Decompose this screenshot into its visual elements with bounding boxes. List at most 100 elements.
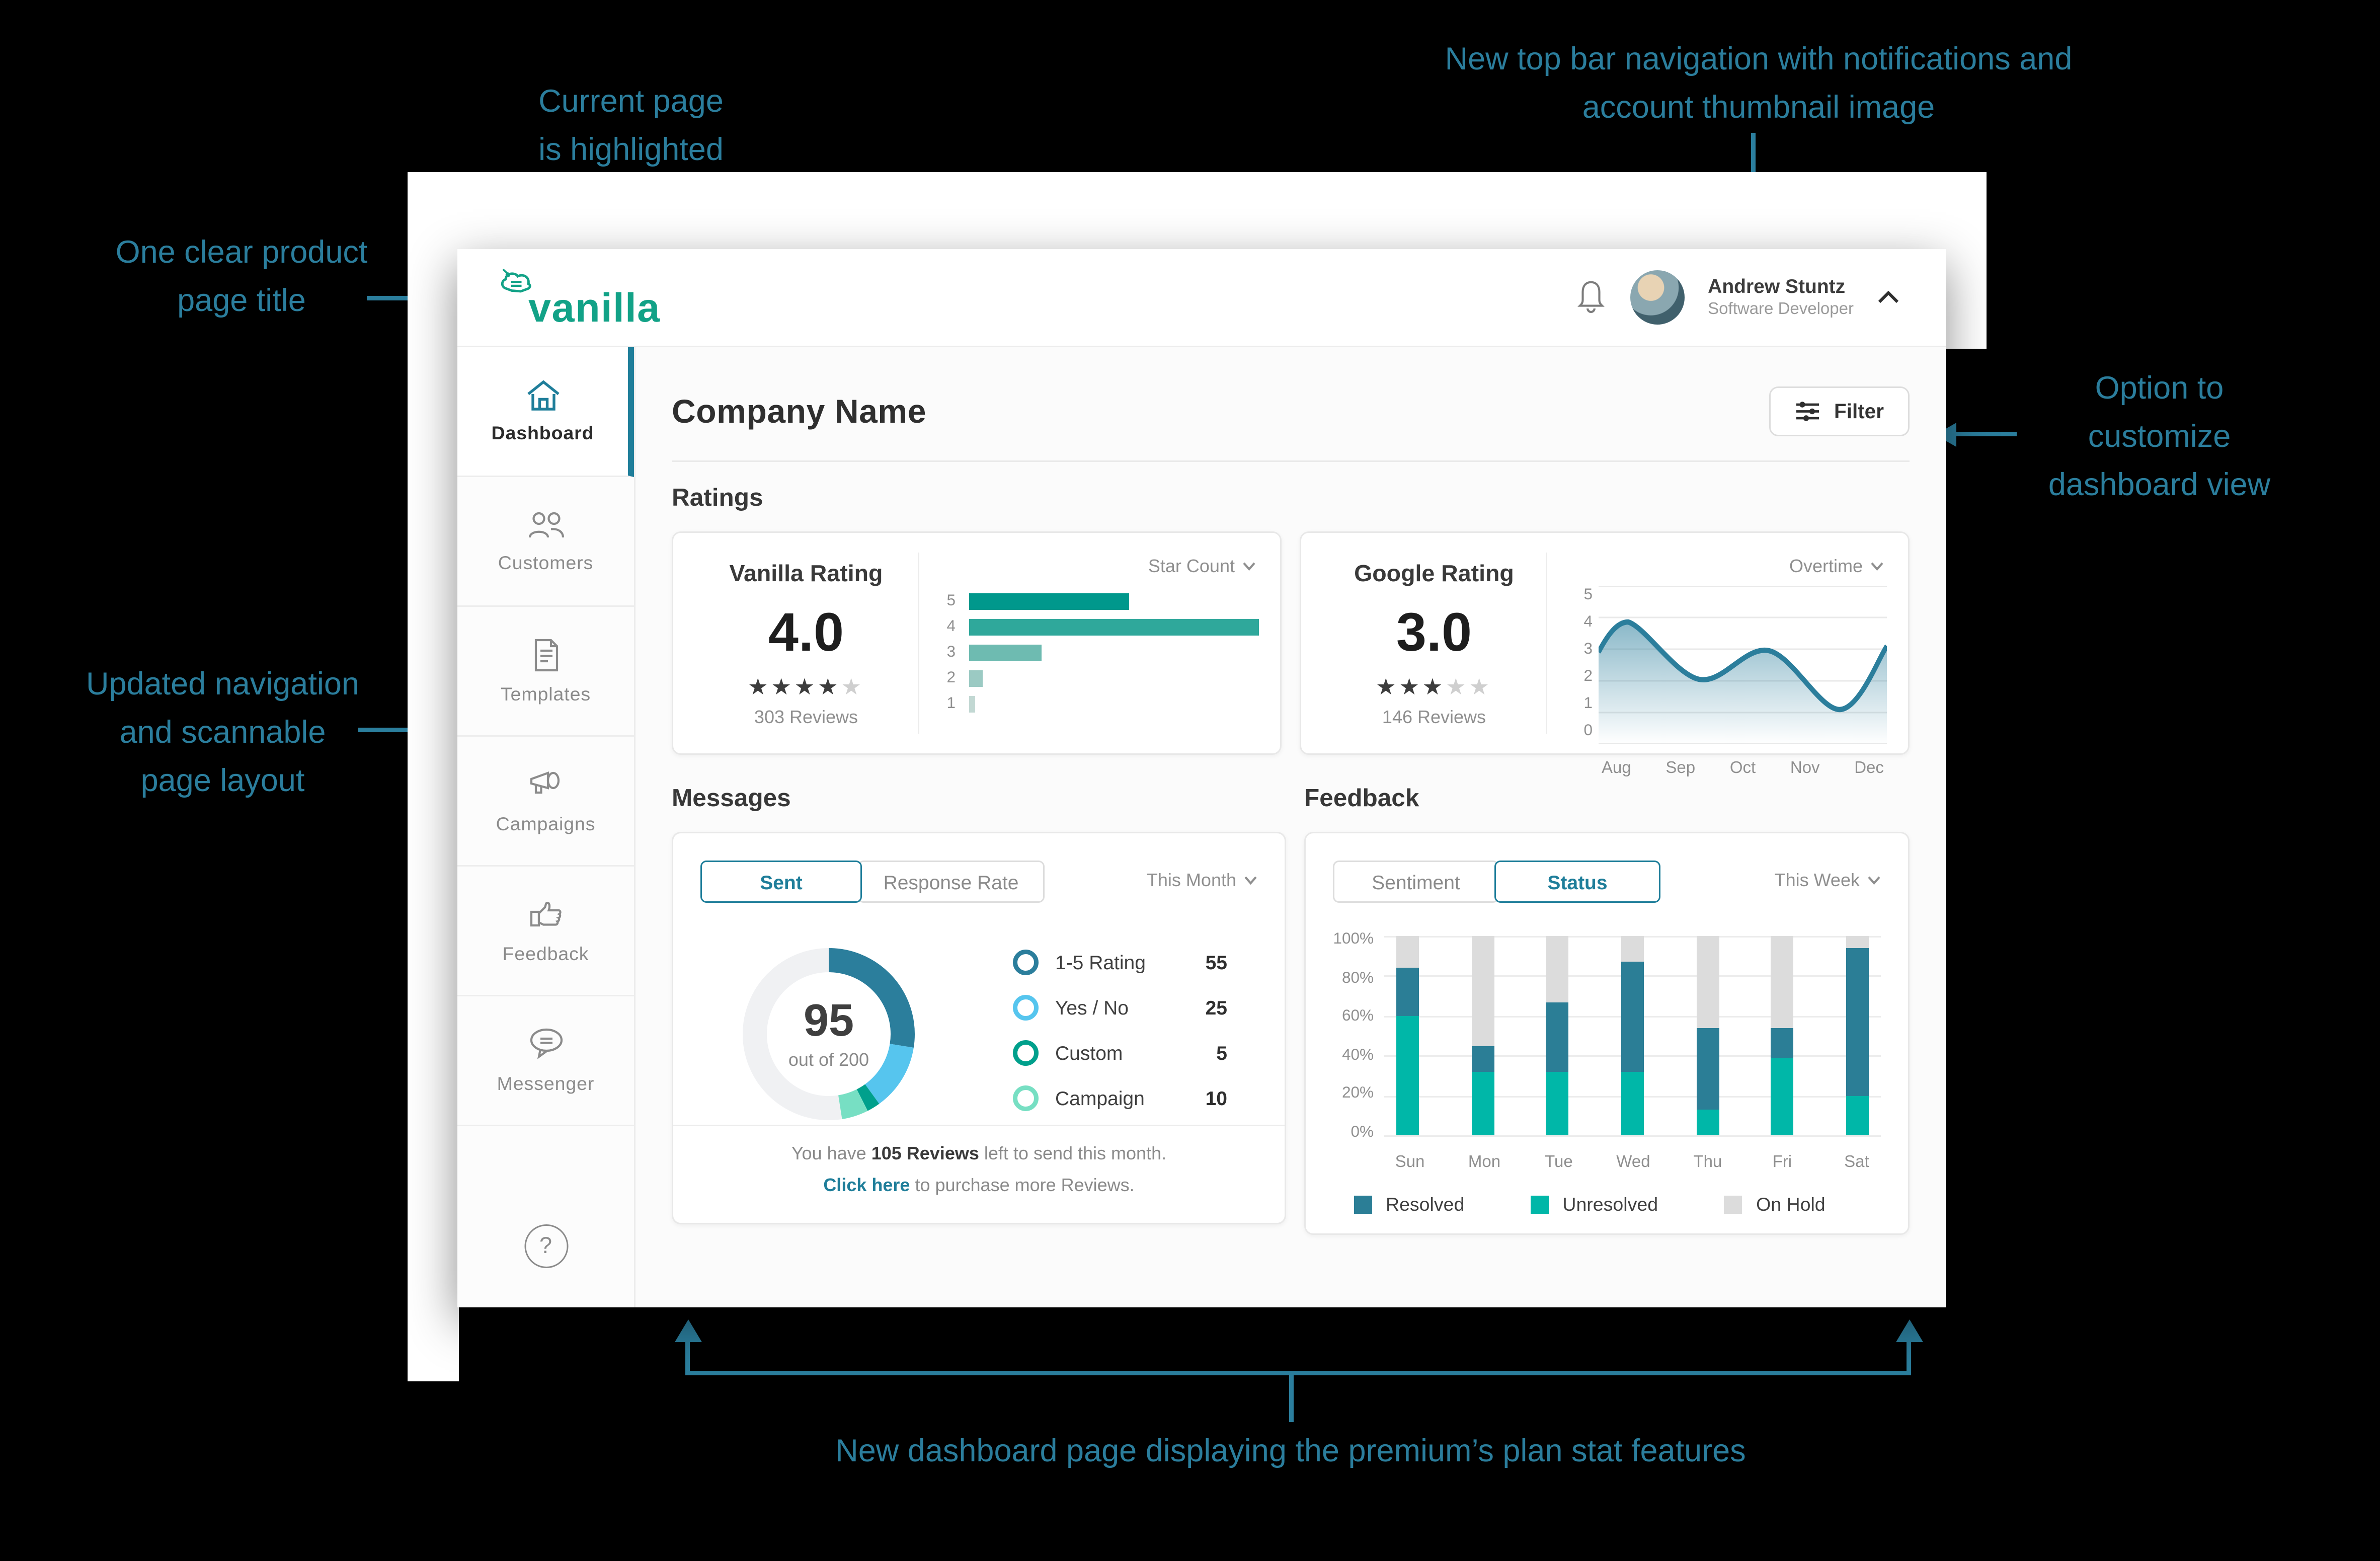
legend-square-icon [1354, 1196, 1372, 1214]
megaphone-icon [529, 771, 559, 794]
app-window: vanilla Andrew Stuntz Software Developer [457, 249, 1946, 1307]
ratings-heading: Ratings [672, 485, 763, 512]
bar-mon [1471, 936, 1494, 1135]
bar-tue [1546, 936, 1569, 1135]
purchase-reviews-link[interactable]: Click here [823, 1175, 910, 1196]
chevron-down-icon [1243, 562, 1255, 571]
legend-square-icon [1724, 1196, 1743, 1214]
google-review-count: 146 Reviews [1382, 707, 1486, 728]
legend-ring-icon [1013, 950, 1039, 975]
google-score: 3.0 [1396, 601, 1472, 663]
chevron-down-icon [1244, 876, 1257, 885]
top-bar: vanilla Andrew Stuntz Software Developer [457, 249, 1946, 347]
ice-cream-icon [501, 269, 531, 293]
user-role: Software Developer [1708, 300, 1854, 319]
donut-value: 95 [803, 995, 854, 1046]
bar-3-star [969, 644, 1042, 661]
feedback-x-labels: Sun Mon Tue Wed Thu Fri Sat [1395, 1153, 1869, 1172]
legend-item: Custom 5 [1013, 1040, 1227, 1066]
chevron-up-icon[interactable] [1876, 290, 1900, 305]
annotation-line [1907, 1342, 1911, 1372]
google-rating-card: Google Rating 3.0 ★★★★★ 146 Reviews Over… [1300, 531, 1910, 777]
legend-item: Resolved [1354, 1194, 1464, 1215]
avatar[interactable] [1631, 270, 1686, 325]
sidebar-item-campaigns[interactable]: Campaigns [457, 737, 634, 867]
vanilla-score: 4.0 [768, 601, 844, 663]
annotation-topbar: New top bar navigation with notification… [1445, 42, 2073, 125]
legend-ring-icon [1013, 1040, 1039, 1066]
tab-response-rate[interactable]: Response Rate [857, 861, 1045, 903]
feedback-legend: Resolved Unresolved On Hold [1333, 1194, 1881, 1215]
this-week-dropdown[interactable]: This Week [1775, 870, 1881, 891]
star-count-bar-chart: 5 4 3 2 1 [940, 592, 1259, 713]
sidebar: Dashboard Customers [457, 347, 636, 1307]
arrow-to-dashboard-page-left [674, 1319, 701, 1342]
bar-1-star [969, 695, 975, 712]
home-icon [526, 380, 559, 411]
arrow-to-dashboard-page-right [1895, 1319, 1923, 1342]
vanilla-logo[interactable]: vanilla [500, 269, 661, 331]
annotation-customize: Option to customize dashboard view [2048, 371, 2271, 503]
legend-ring-icon [1013, 1085, 1039, 1111]
feedback-heading: Feedback [1304, 785, 1419, 812]
bar-4-star [969, 618, 1259, 635]
tab-sentiment[interactable]: Sentiment [1333, 861, 1499, 903]
messages-donut-chart: 95 out of 200 [731, 936, 927, 1132]
messages-heading: Messages [672, 785, 791, 812]
legend-item: Campaign 10 [1013, 1085, 1227, 1111]
templates-icon [534, 639, 558, 672]
star-count-dropdown[interactable]: Star Count [1148, 556, 1256, 577]
user-info: Andrew Stuntz Software Developer [1708, 275, 1854, 320]
annotation-line [358, 728, 426, 732]
tab-sent[interactable]: Sent [700, 861, 862, 903]
sidebar-item-messenger[interactable]: Messenger [457, 996, 634, 1126]
user-name: Andrew Stuntz [1708, 275, 1846, 297]
vanilla-rating-card: Vanilla Rating 4.0 ★★★★★ 303 Reviews Sta… [672, 531, 1282, 755]
filter-label: Filter [1834, 400, 1884, 423]
legend-item: 1-5 Rating 55 [1013, 950, 1227, 975]
sidebar-item-label: Campaigns [496, 814, 596, 835]
thumbs-up-icon [529, 901, 561, 927]
logo-text: vanilla [528, 285, 661, 331]
google-stars: ★★★★★ [1376, 675, 1492, 700]
sidebar-item-label: Messenger [497, 1073, 595, 1095]
filter-button[interactable]: Filter [1769, 386, 1910, 436]
this-month-dropdown[interactable]: This Month [1147, 870, 1257, 891]
sidebar-item-label: Feedback [502, 944, 589, 965]
legend-ring-icon [1013, 995, 1039, 1021]
messages-legend: 1-5 Rating 55 Yes / No 25 [1013, 950, 1227, 1131]
legend-item: On Hold [1724, 1194, 1826, 1215]
header-divider [672, 460, 1910, 462]
page-title: Company Name [672, 392, 927, 430]
tab-status[interactable]: Status [1494, 861, 1660, 903]
card-title: Google Rating [1354, 562, 1514, 587]
sidebar-item-templates[interactable]: Templates [457, 607, 634, 737]
sidebar-item-label: Dashboard [491, 423, 594, 444]
annotation-line [1289, 1371, 1294, 1422]
line-chart-svg [1596, 586, 1889, 744]
main-content: Company Name Filter Rat [636, 347, 1946, 1307]
donut-seg-1-5-rating [743, 948, 915, 1120]
help-icon[interactable]: ? [524, 1224, 568, 1268]
bar-fri [1771, 936, 1794, 1135]
legend-square-icon [1531, 1196, 1549, 1214]
bar-sun [1396, 936, 1419, 1135]
feedback-card: Sentiment Status This Week 100% 80% 60 [1304, 832, 1910, 1235]
bell-icon[interactable] [1575, 279, 1608, 316]
sidebar-item-feedback[interactable]: Feedback [457, 867, 634, 996]
sidebar-item-dashboard[interactable]: Dashboard [457, 347, 634, 477]
card-title: Vanilla Rating [729, 562, 883, 587]
annotation-line [367, 296, 435, 300]
annotation-navigation: Updated navigation and scannable page la… [86, 667, 359, 799]
vanilla-review-count: 303 Reviews [754, 707, 858, 728]
annotation-line [685, 1342, 690, 1372]
sidebar-item-customers[interactable]: Customers [457, 477, 634, 607]
annotation-product-title: One clear product page title [115, 236, 368, 319]
overtime-dropdown[interactable]: Overtime [1789, 556, 1884, 577]
chevron-down-icon [1871, 562, 1883, 571]
messages-footer: You have 105 Reviews left to send this m… [791, 1143, 1167, 1196]
chat-icon [529, 1028, 562, 1059]
annotation-current-page: Current page is highlighted [538, 85, 724, 168]
